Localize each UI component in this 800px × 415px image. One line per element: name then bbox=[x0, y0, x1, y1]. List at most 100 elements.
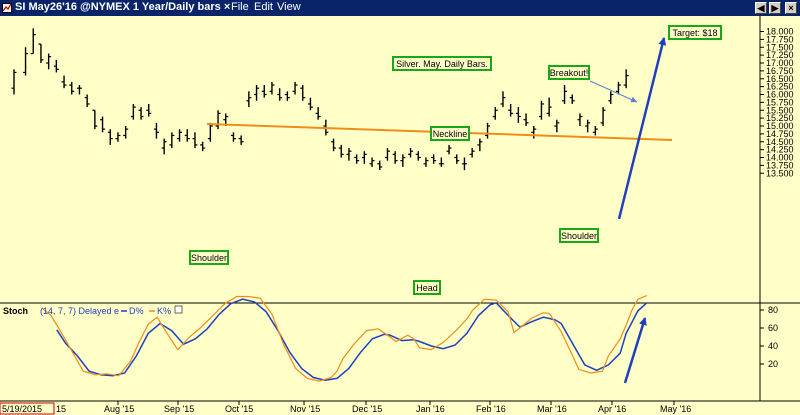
price-bar bbox=[84, 94, 90, 108]
price-bar bbox=[169, 132, 175, 149]
price-bar bbox=[215, 110, 221, 130]
price-bar bbox=[269, 81, 275, 95]
price-bar bbox=[23, 47, 29, 76]
stoch-legend-box[interactable] bbox=[174, 305, 183, 314]
price-bar bbox=[307, 97, 313, 111]
x-axis: 5/19/2015 15 Aug '15 Sep '15 Oct '15 Nov '15 D… bbox=[0, 400, 800, 415]
svg-text:Silver. May. Daily Bars.: Silver. May. Daily Bars. bbox=[396, 59, 488, 69]
stoch-tick-label: 60 bbox=[768, 323, 778, 333]
price-bar bbox=[69, 81, 75, 95]
price-bar bbox=[408, 148, 414, 158]
price-bar bbox=[61, 75, 67, 89]
price-bar bbox=[531, 126, 537, 139]
price-tick-label: 16.250 bbox=[766, 82, 794, 92]
breakout-pointer bbox=[589, 80, 638, 103]
price-bar bbox=[46, 53, 52, 70]
svg-text:Head: Head bbox=[416, 283, 438, 293]
breakout-label: Breakout! bbox=[548, 65, 590, 80]
series-d-line bbox=[56, 298, 648, 381]
window-close-button[interactable]: × bbox=[785, 2, 797, 14]
menu-edit[interactable]: Edit bbox=[254, 1, 273, 13]
price-bar bbox=[492, 107, 498, 120]
price-bar bbox=[115, 132, 121, 142]
price-bar bbox=[230, 132, 236, 142]
price-bar bbox=[577, 113, 583, 126]
price-bar bbox=[277, 88, 283, 101]
price-bar bbox=[423, 157, 429, 167]
price-bar bbox=[369, 157, 375, 167]
price-bar bbox=[515, 107, 521, 123]
start-date-suffix: 15 bbox=[56, 404, 66, 414]
price-bar bbox=[592, 126, 598, 136]
price-bar bbox=[477, 138, 483, 152]
price-bar bbox=[123, 126, 129, 139]
price-axis: 13.50013.75014.00014.25014.50014.75015.0… bbox=[759, 16, 794, 303]
price-bar bbox=[400, 154, 406, 167]
scroll-left-button[interactable]: ◀ bbox=[755, 2, 767, 14]
x-tick-label: Apr '16 bbox=[598, 404, 626, 414]
head-label: Head bbox=[413, 280, 441, 295]
price-bar bbox=[446, 144, 452, 155]
stoch-title: Stoch bbox=[3, 306, 28, 316]
price-tick-label: 17.250 bbox=[766, 50, 794, 60]
price-bar bbox=[431, 154, 437, 164]
price-bar bbox=[300, 85, 306, 101]
svg-text:Neckline: Neckline bbox=[433, 129, 468, 139]
price-bar bbox=[254, 85, 260, 101]
legend-d: D% bbox=[129, 306, 144, 316]
price-bar bbox=[146, 103, 152, 117]
price-bar bbox=[331, 138, 337, 152]
price-bar bbox=[562, 85, 568, 104]
stoch-params: (14, 7, 7) Delayed e bbox=[40, 306, 119, 316]
neckline-label: Neckline bbox=[430, 126, 470, 141]
price-bar bbox=[623, 69, 629, 89]
x-tick-label: Sep '15 bbox=[164, 404, 194, 414]
price-bar bbox=[538, 100, 544, 120]
price-plot bbox=[11, 28, 629, 171]
app-icon bbox=[2, 3, 12, 13]
price-bar bbox=[315, 107, 321, 120]
stoch-tick-label: 40 bbox=[768, 341, 778, 351]
menu-view[interactable]: View bbox=[277, 1, 301, 13]
price-bar bbox=[38, 43, 44, 63]
price-bar bbox=[238, 135, 244, 145]
stoch-axis: 20 40 60 80 bbox=[759, 303, 778, 401]
menu-file[interactable]: File bbox=[231, 1, 249, 13]
price-bar bbox=[192, 132, 198, 149]
price-bar bbox=[615, 81, 621, 95]
price-bar bbox=[261, 85, 267, 98]
stoch-arrow bbox=[623, 317, 647, 384]
price-tick-label: 17.000 bbox=[766, 58, 794, 68]
price-bar bbox=[200, 141, 206, 152]
price-bar bbox=[485, 122, 491, 139]
price-bar bbox=[292, 81, 298, 95]
price-bar bbox=[100, 116, 106, 133]
price-bar bbox=[438, 157, 444, 167]
price-bar bbox=[585, 119, 591, 133]
price-bar bbox=[153, 122, 159, 139]
price-tick-label: 16.000 bbox=[766, 90, 794, 100]
price-tick-label: 17.750 bbox=[766, 34, 794, 44]
price-bar bbox=[107, 129, 113, 145]
target-label: Target: $18 bbox=[668, 25, 722, 40]
price-bar bbox=[500, 91, 506, 108]
scroll-right-button[interactable]: ▶ bbox=[769, 2, 781, 14]
price-bar bbox=[284, 91, 290, 101]
price-bar bbox=[454, 154, 460, 164]
title-close-glyph[interactable]: × bbox=[223, 1, 231, 13]
price-bar bbox=[92, 109, 98, 130]
price-bar bbox=[354, 154, 360, 164]
stoch-tick-label: 80 bbox=[768, 305, 778, 315]
price-bar bbox=[392, 151, 398, 164]
price-bar bbox=[30, 28, 36, 55]
price-bar bbox=[600, 107, 606, 126]
stoch-plot bbox=[41, 295, 648, 382]
price-bar bbox=[361, 151, 367, 164]
x-tick-label: May '16 bbox=[660, 404, 691, 414]
price-bar bbox=[11, 69, 17, 95]
price-tick-label: 15.250 bbox=[766, 113, 794, 123]
price-bar bbox=[546, 97, 552, 117]
stoch-tick-label: 20 bbox=[768, 359, 778, 369]
price-bar bbox=[569, 94, 575, 104]
price-bar bbox=[76, 85, 82, 95]
